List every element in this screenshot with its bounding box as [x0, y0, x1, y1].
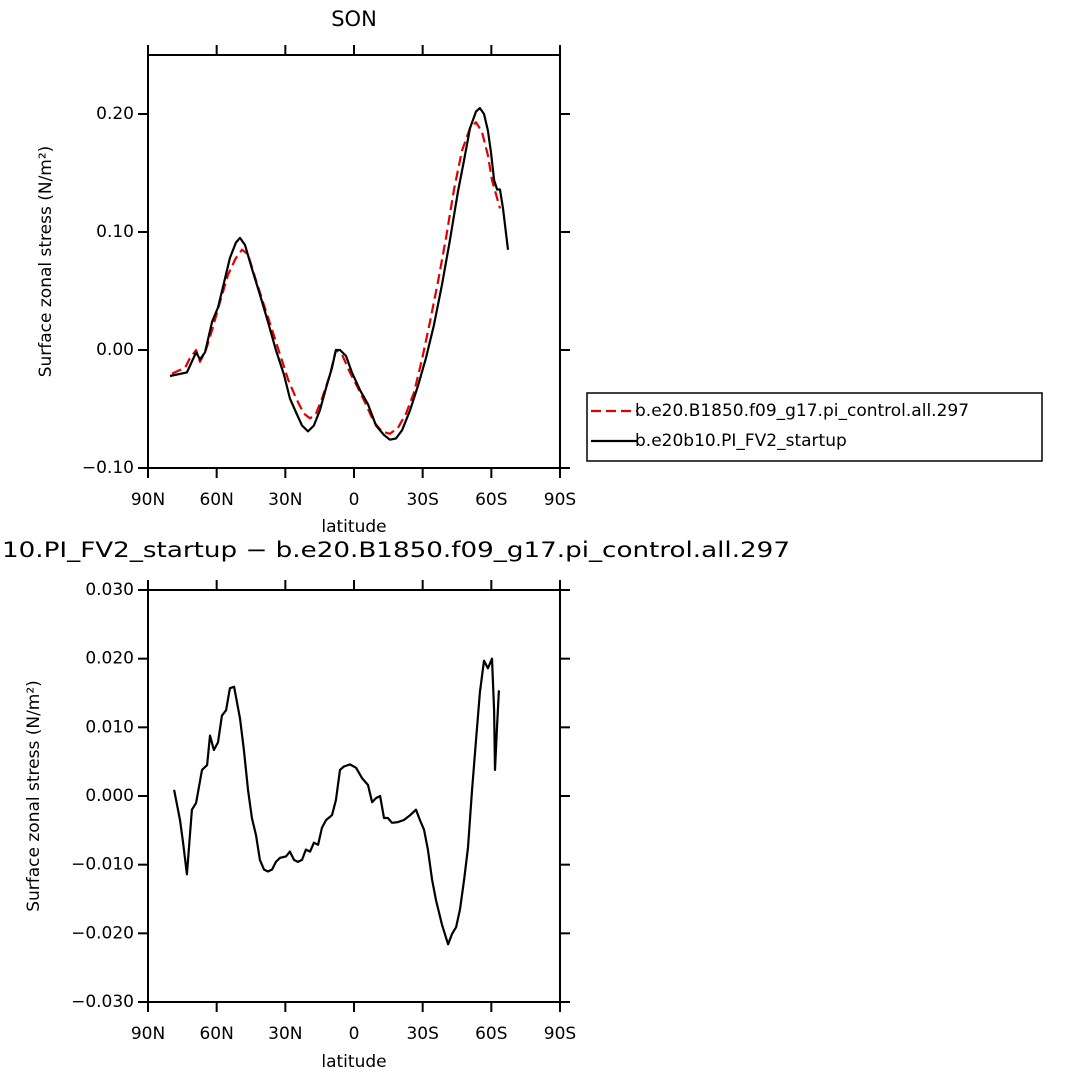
x-axis-label: latitude — [321, 1052, 386, 1072]
x-tick-label: 90S — [544, 490, 576, 510]
x-tick-label: 0 — [349, 1024, 360, 1044]
series-line — [169, 107, 510, 441]
y-tick-label: −0.10 — [82, 458, 134, 478]
x-tick-label: 90N — [131, 490, 165, 510]
x-tick-label: 60N — [199, 490, 233, 510]
plot-frame — [147, 589, 561, 1003]
x-tick-label: 90S — [544, 1024, 576, 1044]
x-tick-label: 30S — [406, 490, 438, 510]
y-tick-label: 0.030 — [85, 580, 134, 600]
y-tick-label: −0.020 — [71, 923, 134, 943]
y-tick-label: −0.010 — [71, 855, 134, 875]
y-tick-label: 0.20 — [96, 104, 134, 124]
series-line — [173, 657, 500, 946]
y-tick-label: −0.030 — [71, 992, 134, 1012]
x-tick-label: 60S — [475, 1024, 507, 1044]
x-tick-label: 60S — [475, 490, 507, 510]
x-tick-label: 0 — [349, 490, 360, 510]
chart-title: 10.PI_FV2_startup − b.e20.B1850.f09_g17.… — [2, 538, 790, 563]
y-tick-label: 0.00 — [96, 340, 134, 360]
y-tick-label: 0.020 — [85, 649, 134, 669]
y-tick-label: 0.000 — [85, 786, 134, 806]
y-tick-label: 0.10 — [96, 222, 134, 242]
y-axis-label: Surface zonal stress (N/m²) — [36, 146, 56, 378]
series-line — [171, 121, 502, 435]
x-tick-label: 60N — [199, 1024, 233, 1044]
x-tick-label: 90N — [131, 1024, 165, 1044]
y-tick-label: 0.010 — [85, 717, 134, 737]
chart-title: SON — [331, 7, 377, 31]
x-axis-label: latitude — [321, 517, 386, 537]
y-axis-label: Surface zonal stress (N/m²) — [24, 680, 44, 912]
legend-label: b.e20.B1850.f09_g17.pi_control.all.297 — [635, 401, 969, 421]
x-tick-label: 30N — [268, 490, 302, 510]
x-tick-label: 30N — [268, 1024, 302, 1044]
legend: b.e20.B1850.f09_g17.pi_control.all.297 b.… — [586, 392, 1043, 462]
plot-frame — [147, 54, 561, 469]
x-tick-label: 30S — [406, 1024, 438, 1044]
legend-box — [586, 392, 1043, 462]
legend-label: b.e20b10.PI_FV2_startup — [635, 431, 847, 451]
